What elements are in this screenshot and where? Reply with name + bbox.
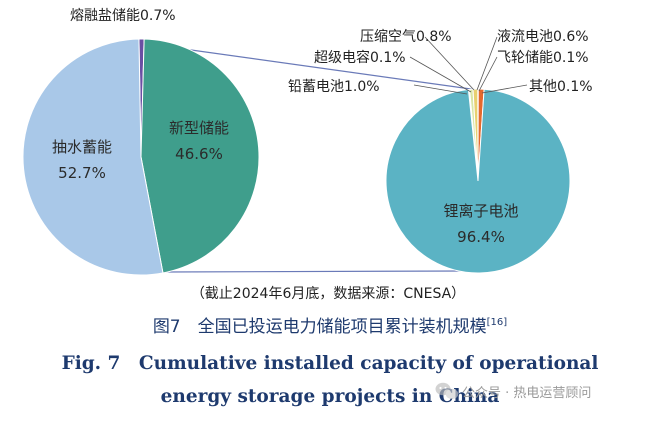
source-note: （截止2024年6月底，数据来源：CNESA） <box>191 286 465 302</box>
slice-value-pumped-hydro: 52.7% <box>58 164 106 182</box>
slice-value-li-ion: 96.4% <box>457 228 505 246</box>
zoom-line-top <box>140 42 479 91</box>
callout-compressed-air: 压缩空气0.8% <box>360 29 452 45</box>
callout-flow-battery: 液流电池0.6% <box>497 29 589 45</box>
slice-label-new-storage: 新型储能 <box>169 119 229 137</box>
zoom-line-bottom <box>163 270 467 273</box>
callout-leaders <box>409 36 528 95</box>
pie-slice-0 <box>22 38 164 276</box>
new-storage-pie <box>385 88 571 274</box>
callout-supercapacitor: 超级电容0.1% <box>314 49 406 66</box>
pie-slice-0 <box>385 88 571 274</box>
caption-en-line2: energy storage projects in China <box>161 386 500 407</box>
pie-slice-1 <box>140 38 260 274</box>
watermark-text: 公众号 · 热电运营顾问 <box>462 386 591 401</box>
slice-callout-molten-salt: 熔融盐储能0.7% <box>70 8 176 24</box>
main-pie <box>22 38 260 276</box>
caption-cn: 图7 全国已投运电力储能项目累计装机规模[16] <box>153 317 507 337</box>
callout-flywheel: 飞轮储能0.1% <box>497 50 589 66</box>
slice-label-pumped-hydro: 抽水蓄能 <box>52 138 112 156</box>
slice-label-li-ion: 锂离子电池 <box>443 202 518 220</box>
callout-lead-acid: 铅蓄电池1.0% <box>288 79 380 95</box>
wechat-icon <box>435 382 459 400</box>
callout-others: 其他0.1% <box>529 79 593 95</box>
caption-en-line1: Fig. 7 Cumulative installed capacity of … <box>62 353 599 374</box>
slice-value-new-storage: 46.6% <box>175 145 223 163</box>
